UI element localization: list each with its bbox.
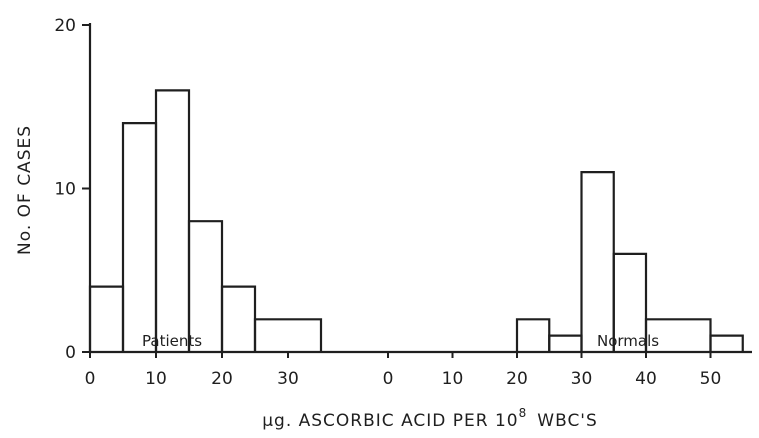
histogram-bar — [515, 318, 551, 352]
histogram-bar — [612, 252, 648, 352]
axes — [82, 23, 752, 358]
histogram-bar — [220, 285, 257, 352]
x-axis-title: µg. ASCORBIC ACID PER 108 WBC'S — [262, 406, 598, 431]
x-tick-label: 40 — [635, 369, 657, 389]
x-axis-title-main: µg. ASCORBIC ACID PER 10 — [262, 411, 518, 431]
x-tick-label: 50 — [700, 369, 722, 389]
y-tick-label: 0 — [65, 343, 76, 363]
tick-labels: 0 10 20 0 10 20 30 0 10 20 30 40 50 — [54, 16, 721, 389]
x-tick-label: 0 — [383, 369, 394, 389]
x-tick-label: 10 — [442, 369, 464, 389]
histogram-bar — [88, 285, 125, 352]
histogram-bar — [253, 318, 323, 352]
x-axis-title-units: WBC'S — [537, 411, 598, 431]
histogram-bar — [154, 89, 191, 352]
y-tick-label: 20 — [54, 16, 76, 36]
histogram-bars — [88, 89, 744, 352]
x-axis-title-superscript: 8 — [519, 406, 528, 420]
histogram-bar — [709, 334, 744, 352]
y-tick-label: 10 — [54, 180, 76, 200]
y-axis-title: No. OF CASES — [15, 125, 35, 255]
x-tick-label: 30 — [571, 369, 593, 389]
x-tick-label: 10 — [145, 369, 167, 389]
histogram-bar — [548, 334, 583, 352]
x-tick-label: 0 — [85, 369, 96, 389]
patients-label: Patients — [142, 332, 202, 350]
normals-label: Normals — [597, 332, 659, 350]
x-tick-label: 30 — [277, 369, 299, 389]
histogram-bar — [580, 171, 615, 352]
x-tick-label: 20 — [506, 369, 528, 389]
histogram-bar — [121, 122, 158, 352]
x-tick-label: 20 — [211, 369, 233, 389]
